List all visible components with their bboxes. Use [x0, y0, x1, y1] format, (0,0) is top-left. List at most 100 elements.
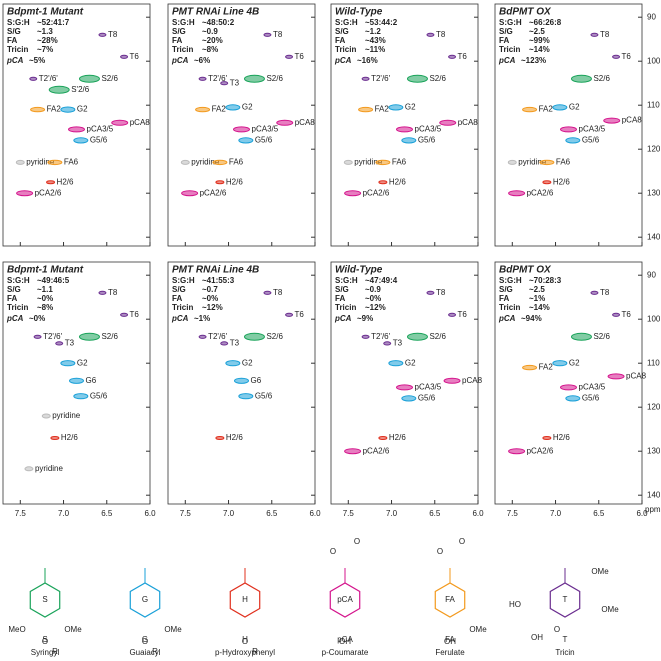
panel-frame — [167, 3, 316, 247]
nmr-peak — [73, 137, 89, 144]
nmr-peak — [225, 104, 241, 111]
stat-value: ~66:26:8 — [529, 18, 562, 27]
structure-abbr: FA — [445, 635, 455, 644]
y-tick-label: 110 — [647, 358, 660, 367]
panel-title: BdPMT OX — [499, 7, 552, 18]
nmr-peak — [401, 137, 417, 144]
panel-frame — [2, 261, 151, 505]
nmr-peak — [50, 436, 60, 440]
nmr-peak — [361, 334, 370, 339]
stat-value: ~12% — [365, 303, 386, 312]
stat-label: pCA — [6, 314, 24, 323]
peak-label: pyridine — [354, 158, 383, 167]
nmr-peak — [426, 290, 435, 295]
nmr-peak — [68, 126, 85, 133]
x-tick-label: 7.5 — [15, 509, 27, 518]
peak-label: FA2 — [47, 105, 62, 114]
peak-label: T8 — [273, 288, 283, 297]
y-tick-label: 140 — [647, 232, 661, 241]
panel-frame — [167, 261, 316, 505]
stat-label: pCA — [498, 314, 516, 323]
nmr-peak — [180, 159, 190, 165]
stat-value: ~11% — [365, 45, 385, 54]
peak-label: S2/6 — [593, 332, 610, 341]
nmr-peak — [565, 137, 581, 144]
peak-label: G5/6 — [255, 136, 273, 145]
nmr-peak — [263, 290, 272, 295]
x-tick-label: 6.5 — [266, 509, 278, 518]
panel-title: PMT RNAi Line 4B — [172, 7, 259, 18]
peak-label: FA2 — [539, 105, 554, 114]
nmr-peak — [33, 334, 42, 339]
nmr-peak — [361, 76, 370, 81]
peak-label: T8 — [108, 288, 118, 297]
peak-label: pCA8 — [295, 118, 316, 127]
y-tick-label: 90 — [647, 270, 656, 279]
nmr-peak — [396, 126, 413, 133]
substituent: OMe — [591, 567, 609, 576]
nmr-peak — [73, 393, 89, 400]
nmr-peak — [383, 341, 392, 346]
ring — [434, 582, 466, 618]
peak-label: T6 — [130, 52, 140, 61]
stat-label: Tricin — [7, 303, 28, 312]
nmr-peak — [234, 377, 249, 384]
substituent: OH — [444, 637, 456, 646]
ring — [229, 582, 261, 618]
nmr-peak — [238, 393, 254, 400]
stat-value: ~7% — [37, 45, 53, 54]
nmr-peak — [78, 332, 100, 341]
x-tick-label: 6.5 — [593, 509, 605, 518]
nmr-peak — [542, 436, 552, 440]
stat-label: S:G:H — [335, 18, 358, 27]
y-tick-label: 120 — [647, 144, 661, 153]
ring — [329, 582, 361, 618]
stat-value: ~0% — [37, 294, 53, 303]
nmr-peak — [508, 448, 526, 455]
peak-label: pyridine — [191, 158, 220, 167]
substituent: OMe — [164, 625, 182, 634]
stat-label: S/G — [7, 27, 21, 36]
stat-label: S:G:H — [499, 276, 522, 285]
peak-label: H2/6 — [553, 177, 570, 186]
stat-label: pCA — [171, 314, 189, 323]
peak-label: S2/6 — [266, 74, 283, 83]
stat-label: Tricin — [172, 45, 193, 54]
stat-label: pCA — [6, 56, 24, 65]
substituent: OMe — [601, 605, 619, 614]
nmr-peak — [98, 32, 107, 37]
nmr-peak — [30, 106, 46, 113]
nmr-peak — [375, 159, 391, 166]
substituent: O — [554, 625, 560, 634]
nmr-peak — [406, 74, 428, 83]
nmr-peak — [69, 377, 84, 384]
substituent: O — [142, 637, 148, 646]
stat-label: S/G — [172, 285, 186, 294]
nmr-peak — [60, 106, 76, 113]
peak-label: FA2 — [212, 105, 227, 114]
stat-label: Tricin — [499, 303, 520, 312]
peak-label: G2 — [569, 358, 580, 367]
peak-label: S2/6 — [593, 74, 610, 83]
nmr-peak — [198, 334, 207, 339]
nmr-peak — [508, 190, 526, 197]
stat-value: ~1.1 — [37, 285, 53, 294]
nmr-peak — [78, 74, 100, 83]
peak-label: pCA2/6 — [200, 188, 227, 197]
nmr-peak — [285, 312, 294, 317]
stat-label: pCA — [334, 314, 352, 323]
peak-label: H2/6 — [226, 177, 243, 186]
nmr-peak — [29, 76, 38, 81]
peak-label: pyridine — [52, 411, 81, 420]
peak-label: G5/6 — [418, 394, 436, 403]
peak-label: T3 — [230, 339, 240, 348]
nmr-peak — [215, 180, 225, 185]
nmr-peak — [55, 341, 64, 346]
substituent: R — [252, 647, 258, 656]
peak-label: FA6 — [556, 158, 571, 167]
nmr-peak — [542, 180, 552, 185]
ring-letter: FA — [445, 595, 455, 604]
nmr-peak — [263, 32, 272, 37]
stat-value: ~99% — [529, 36, 550, 45]
nmr-peak — [560, 126, 577, 133]
